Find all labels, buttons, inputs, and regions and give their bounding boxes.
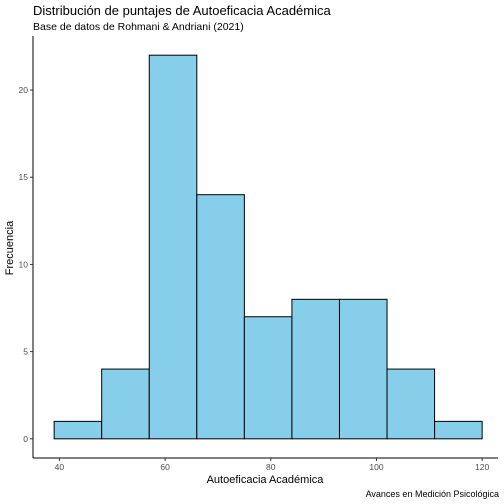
- histogram-bar-0: [53, 420, 103, 440]
- x-tick-label: 80: [266, 462, 276, 472]
- histogram-bar-2: [148, 54, 198, 440]
- y-tick-label: 10: [19, 259, 29, 269]
- x-axis-ticks: 40 60 80 100 120: [55, 458, 490, 472]
- histogram-bar-6: [338, 298, 388, 440]
- y-tick-label: 15: [19, 172, 29, 182]
- x-tick-label: 60: [160, 462, 170, 472]
- histogram-bar-7: [386, 368, 436, 440]
- histogram-bar-5: [291, 298, 340, 440]
- chart-title: Distribución de puntajes de Autoeficacia…: [33, 3, 332, 18]
- y-axis-label: Frecuencia: [4, 220, 16, 275]
- chart-caption: Avances en Medición Psicológica: [366, 489, 499, 499]
- x-tick-label: 40: [55, 462, 65, 472]
- bars-group: [53, 54, 483, 440]
- chart-subtitle: Base de datos de Rohmani & Andriani (202…: [33, 21, 244, 33]
- histogram-bar-8: [434, 420, 483, 440]
- x-tick-label: 100: [369, 462, 383, 472]
- x-tick-label: 120: [475, 462, 489, 472]
- histogram-bar-1: [101, 368, 150, 440]
- histogram-bar-4: [243, 316, 293, 440]
- histogram-bar-3: [196, 194, 245, 440]
- x-axis-label: Autoeficacia Académica: [207, 474, 325, 486]
- y-tick-label: 5: [23, 347, 28, 357]
- y-tick-label: 0: [23, 434, 28, 444]
- y-tick-label: 20: [19, 85, 29, 95]
- y-axis-ticks: 0 5 10 15 20: [19, 85, 33, 444]
